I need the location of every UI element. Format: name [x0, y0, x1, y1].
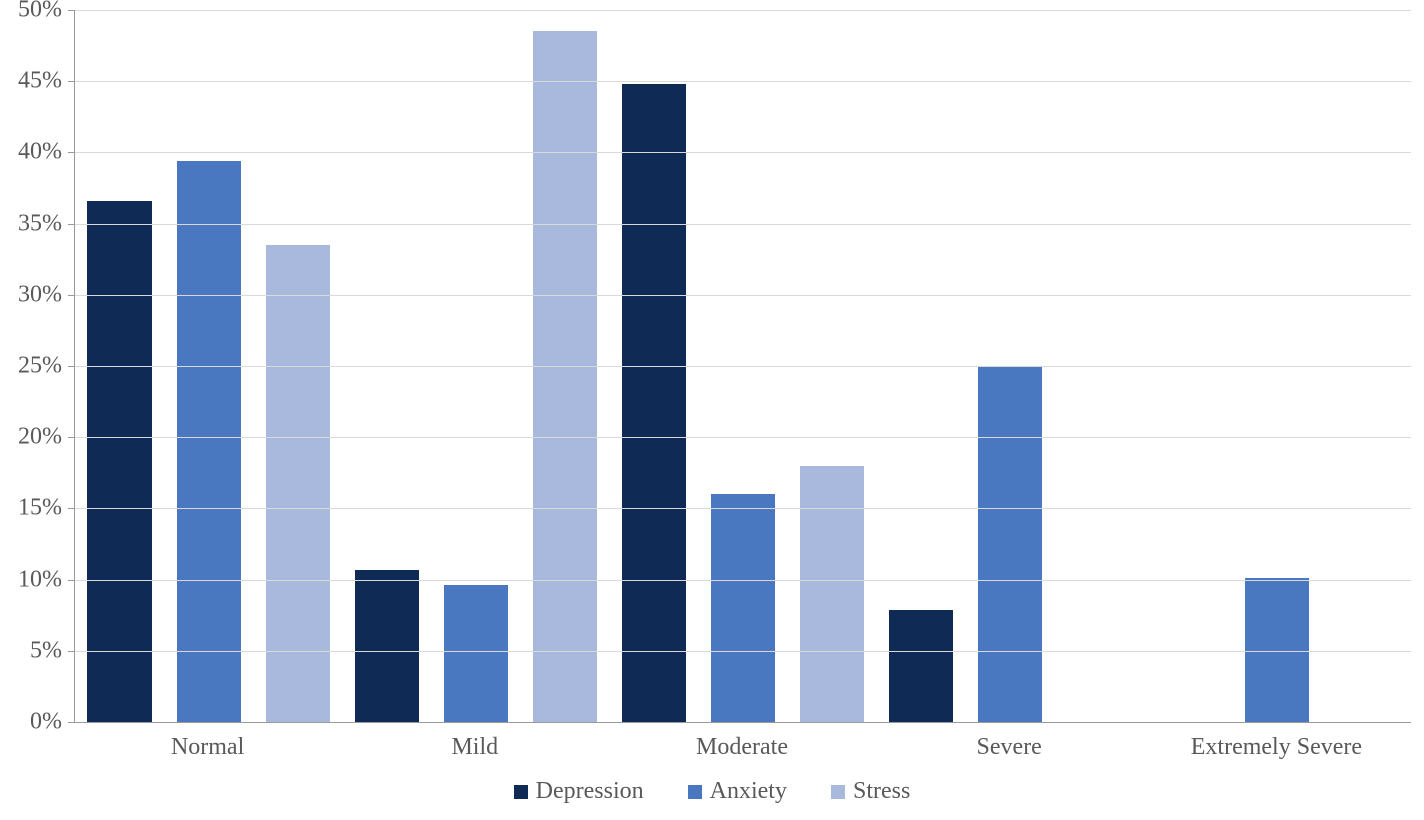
x-category-label: Severe — [977, 734, 1042, 761]
gridline — [75, 224, 1411, 225]
x-category-label: Normal — [171, 734, 244, 761]
plot-area — [74, 10, 1411, 723]
legend-swatch — [514, 785, 528, 799]
gridline — [75, 508, 1411, 509]
y-tick-label: 30% — [0, 281, 62, 308]
gridline — [75, 295, 1411, 296]
gridline — [75, 651, 1411, 652]
legend-item: Stress — [831, 778, 910, 805]
legend-label: Depression — [536, 778, 644, 805]
y-tick-label: 10% — [0, 566, 62, 593]
bar — [87, 201, 151, 722]
y-tick-mark — [68, 295, 74, 296]
x-category-label: Moderate — [696, 734, 788, 761]
y-tick-label: 0% — [0, 709, 62, 736]
legend-item: Anxiety — [688, 778, 787, 805]
y-tick-mark — [68, 508, 74, 509]
gridline — [75, 437, 1411, 438]
gridline — [75, 152, 1411, 153]
gridline — [75, 580, 1411, 581]
gridline — [75, 81, 1411, 82]
y-tick-label: 25% — [0, 353, 62, 380]
bar — [533, 31, 597, 722]
y-tick-label: 50% — [0, 0, 62, 24]
legend-label: Anxiety — [710, 778, 787, 805]
y-tick-label: 40% — [0, 139, 62, 166]
legend: Depression Anxiety Stress — [0, 778, 1424, 805]
gridline — [75, 366, 1411, 367]
y-tick-mark — [68, 722, 74, 723]
bar — [444, 585, 508, 722]
gridline — [75, 10, 1411, 11]
x-category-label: Mild — [451, 734, 498, 761]
legend-label: Stress — [853, 778, 910, 805]
y-tick-mark — [68, 152, 74, 153]
y-tick-mark — [68, 580, 74, 581]
y-tick-mark — [68, 10, 74, 11]
bar — [800, 466, 864, 722]
x-category-label: Extremely Severe — [1191, 734, 1362, 761]
y-tick-mark — [68, 81, 74, 82]
y-tick-label: 35% — [0, 210, 62, 237]
bar — [978, 366, 1042, 722]
bar — [355, 570, 419, 722]
bar — [711, 494, 775, 722]
chart-container: Depression Anxiety Stress 0% 5% 10% 15% 20% 25%… — [0, 0, 1424, 820]
y-tick-label: 20% — [0, 424, 62, 451]
y-tick-label: 15% — [0, 495, 62, 522]
bar — [177, 161, 241, 722]
y-tick-label: 5% — [0, 637, 62, 664]
legend-swatch — [831, 785, 845, 799]
bar — [889, 610, 953, 722]
y-tick-mark — [68, 366, 74, 367]
legend-item: Depression — [514, 778, 644, 805]
y-tick-mark — [68, 651, 74, 652]
bar — [622, 84, 686, 722]
y-tick-label: 45% — [0, 68, 62, 95]
y-tick-mark — [68, 437, 74, 438]
legend-swatch — [688, 785, 702, 799]
y-tick-mark — [68, 224, 74, 225]
